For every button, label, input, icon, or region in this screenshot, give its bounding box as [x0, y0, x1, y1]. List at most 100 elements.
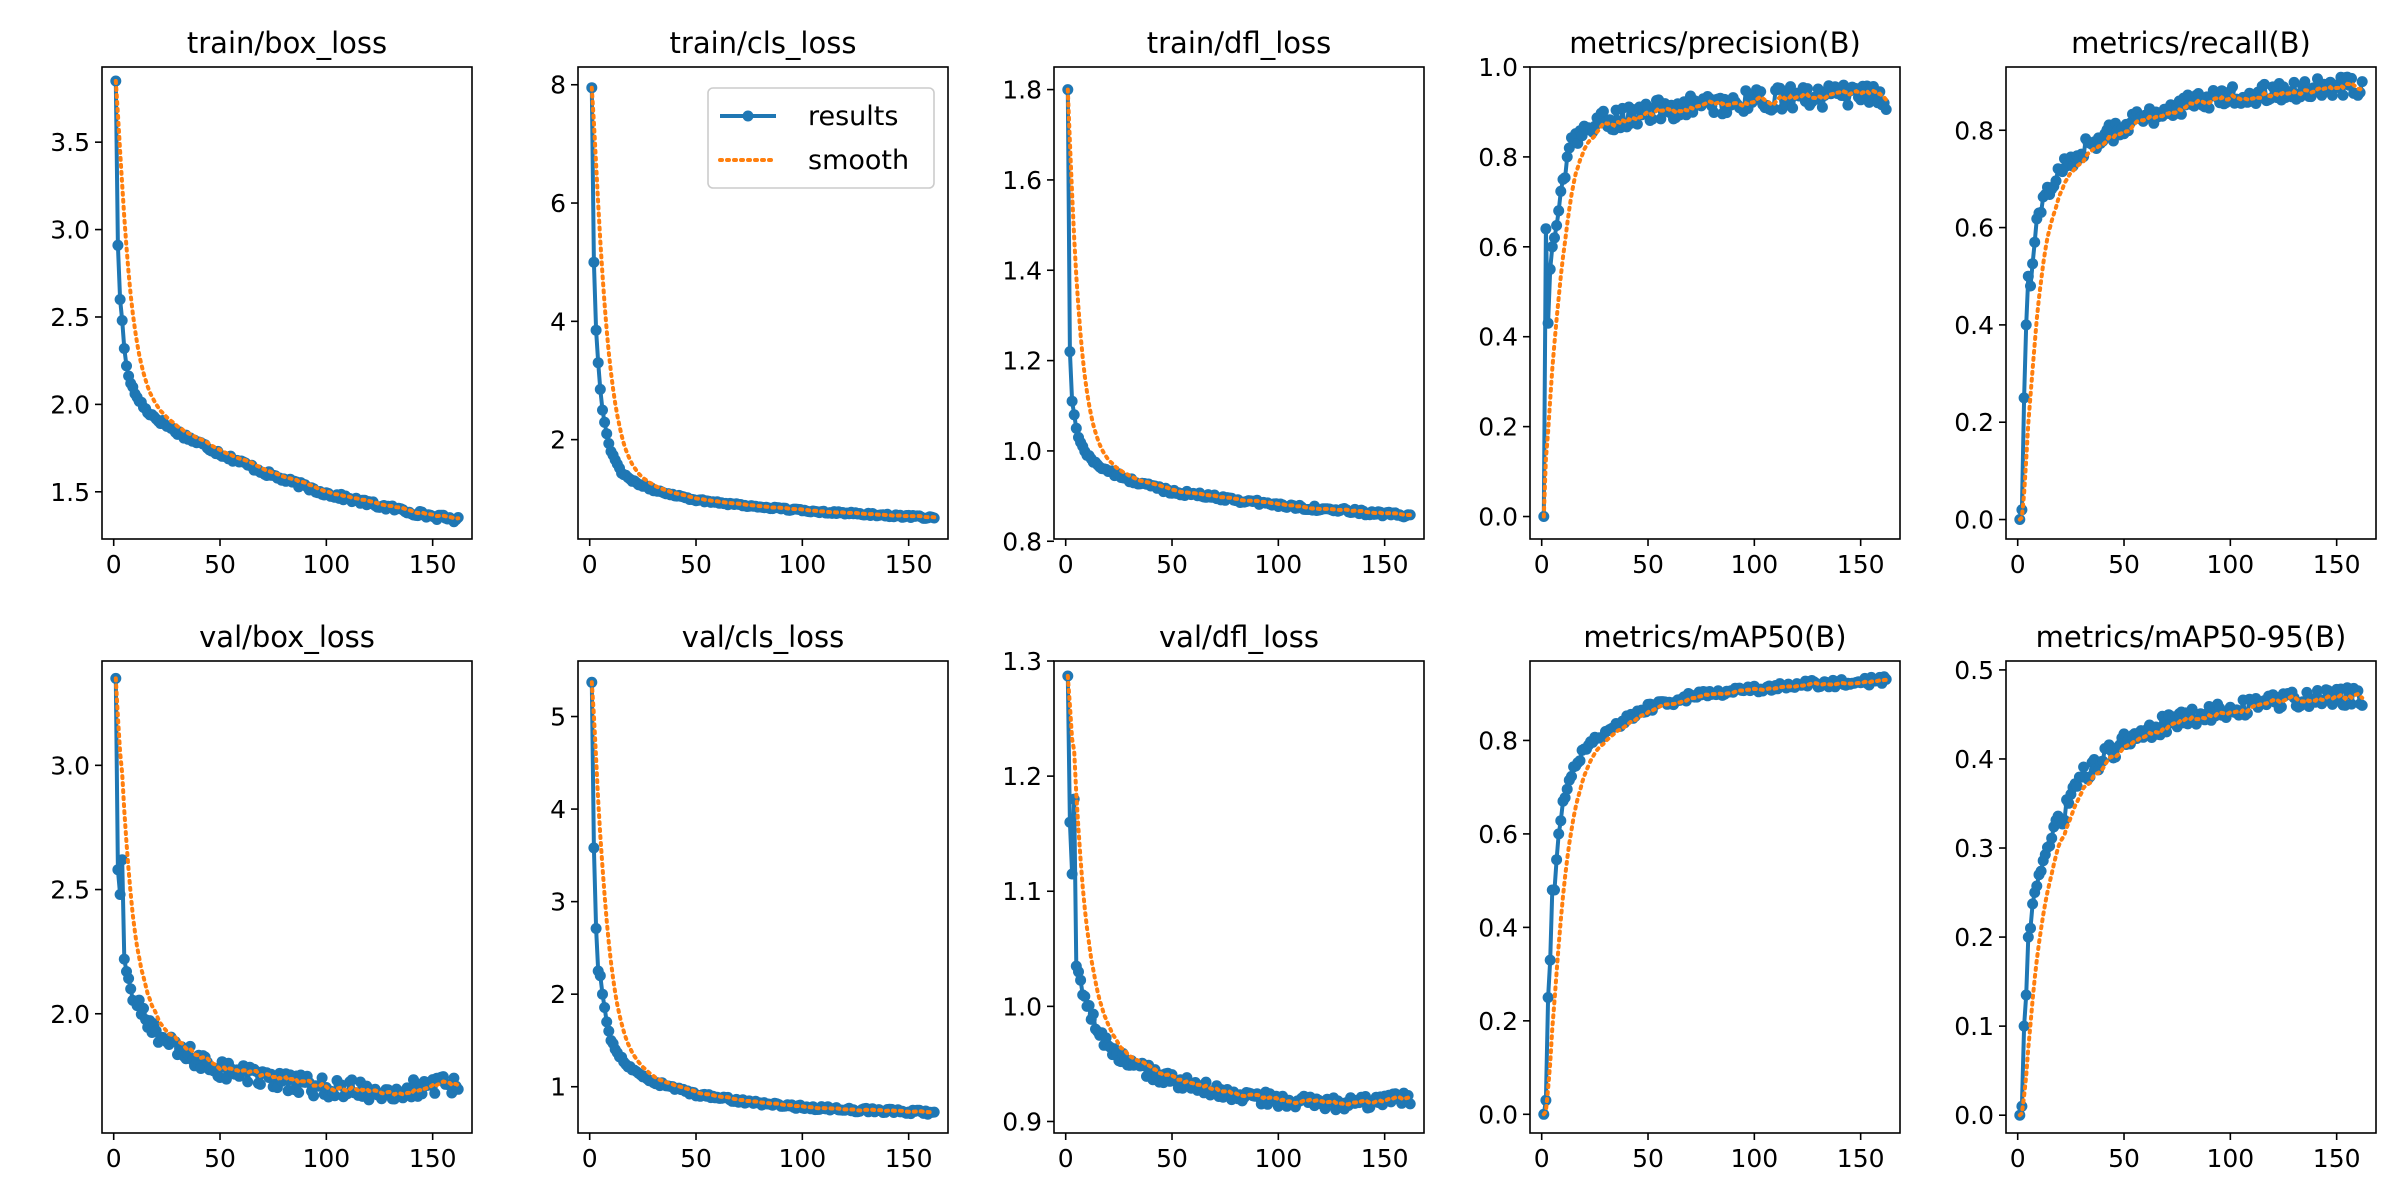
- results-point: [1546, 241, 1558, 253]
- axes-frame: [2005, 660, 2377, 1134]
- y-tick-label: 0.9: [1002, 1107, 1042, 1136]
- y-tick-label: 0.8: [1002, 527, 1042, 556]
- results-point: [1555, 185, 1567, 197]
- results-point: [2337, 89, 2349, 101]
- results-point: [1540, 223, 1552, 235]
- results-point: [138, 1002, 149, 1014]
- results-point: [1073, 966, 1084, 978]
- subplot-panel: metrics/recall(B) 0 50 100 150 0.0 0.2 0.4 0.6 0.…: [1954, 26, 2377, 579]
- results-point: [1087, 1008, 1099, 1020]
- x-tick-label: 150: [885, 1144, 933, 1173]
- results-point: [1802, 83, 1813, 95]
- results-point: [2356, 76, 2368, 88]
- y-tick-label: 0.8: [1478, 143, 1518, 172]
- results-point: [429, 1087, 441, 1099]
- x-tick-label: 150: [1361, 1144, 1409, 1173]
- results-point: [1079, 990, 1091, 1002]
- x-tick-label: 50: [1156, 550, 1188, 579]
- x-tick-label: 100: [1254, 1144, 1302, 1173]
- x-tick-label: 150: [1837, 1144, 1885, 1173]
- results-point: [2346, 72, 2357, 84]
- y-tick-label: 1.1: [1002, 877, 1042, 906]
- results-point: [118, 953, 130, 965]
- x-tick-label: 100: [1730, 550, 1778, 579]
- results-point: [1083, 1000, 1095, 1011]
- results-point: [2050, 175, 2062, 187]
- x-tick-label: 0: [106, 550, 122, 579]
- results-point: [2029, 236, 2041, 248]
- results-point: [254, 1078, 266, 1090]
- results-point: [121, 360, 132, 372]
- subplot-panel: val/box_loss 0 50 100 150 2.0 2.5 3.0: [50, 620, 473, 1173]
- results-point: [1070, 422, 1082, 434]
- results-point: [2063, 797, 2075, 809]
- results-point: [2027, 898, 2039, 910]
- y-tick-label: 8: [550, 71, 566, 100]
- results-point: [112, 864, 124, 876]
- axes-frame: [1529, 66, 1901, 540]
- x-tick-label: 50: [680, 550, 712, 579]
- x-tick-label: 150: [1837, 550, 1885, 579]
- smooth-line: [1541, 677, 1889, 1117]
- y-tick-label: 2.5: [50, 303, 90, 332]
- subplot-panel: val/cls_loss 0 50 100 150 1 2 3 4 5: [550, 620, 949, 1173]
- results-point: [1563, 142, 1575, 154]
- results-point: [133, 994, 145, 1006]
- x-tick-label: 50: [680, 1144, 712, 1173]
- x-tick-label: 0: [1058, 1144, 1074, 1173]
- y-tick-label: 1.5: [50, 478, 90, 507]
- y-tick-label: 0.6: [1478, 233, 1518, 262]
- y-tick-label: 6: [550, 189, 566, 218]
- subplot-title: metrics/recall(B): [2071, 26, 2311, 60]
- results-point: [2022, 270, 2034, 282]
- smooth-line: [589, 680, 937, 1115]
- y-tick-label: 1.8: [1002, 76, 1042, 105]
- y-tick-label: 0.4: [1954, 311, 1994, 340]
- y-tick-label: 1.0: [1002, 437, 1042, 466]
- subplot-title: metrics/precision(B): [1569, 26, 1861, 60]
- y-tick-label: 1.3: [1002, 647, 1042, 676]
- results-point: [242, 1076, 254, 1088]
- results-point: [2312, 685, 2323, 696]
- x-tick-label: 0: [106, 1144, 122, 1173]
- subplot-title: metrics/mAP50(B): [1583, 620, 1846, 654]
- results-point: [2227, 81, 2238, 93]
- y-tick-label: 4: [550, 307, 566, 336]
- results-point: [2035, 206, 2047, 218]
- results-point: [452, 1083, 464, 1095]
- y-tick-label: 2.0: [50, 1000, 90, 1029]
- y-tick-label: 0.0: [1478, 503, 1518, 532]
- results-point: [112, 239, 124, 251]
- x-tick-label: 150: [409, 1144, 457, 1173]
- results-point: [2071, 780, 2083, 792]
- y-tick-label: 0.5: [1954, 656, 1994, 685]
- results-point: [2216, 85, 2228, 97]
- results-point: [1064, 816, 1076, 828]
- y-tick-label: 0.2: [1954, 408, 1994, 437]
- results-point: [2059, 814, 2070, 826]
- smooth-line: [113, 79, 461, 521]
- results-point: [1816, 101, 1828, 113]
- results-point: [1842, 99, 1854, 111]
- results-point: [599, 416, 611, 428]
- results-point: [1551, 854, 1563, 866]
- x-tick-label: 0: [1534, 1144, 1550, 1173]
- results-point: [1597, 105, 1609, 117]
- results-point: [1646, 113, 1658, 125]
- y-tick-label: 0.6: [1478, 820, 1518, 849]
- results-point: [2192, 88, 2204, 99]
- results-point: [2018, 392, 2030, 404]
- results-point: [116, 854, 128, 866]
- results-point: [1542, 992, 1554, 1003]
- results-point: [1708, 107, 1720, 118]
- axes-frame: [577, 66, 949, 540]
- x-tick-label: 150: [2313, 550, 2361, 579]
- results-point: [1631, 118, 1643, 130]
- results-point: [118, 343, 130, 354]
- legend: results smooth: [707, 87, 935, 189]
- y-tick-label: 0.0: [1954, 1101, 1994, 1130]
- smooth-line: [1065, 87, 1413, 517]
- results-point: [1553, 828, 1565, 840]
- x-tick-label: 100: [1254, 550, 1302, 579]
- results-point: [1075, 974, 1087, 986]
